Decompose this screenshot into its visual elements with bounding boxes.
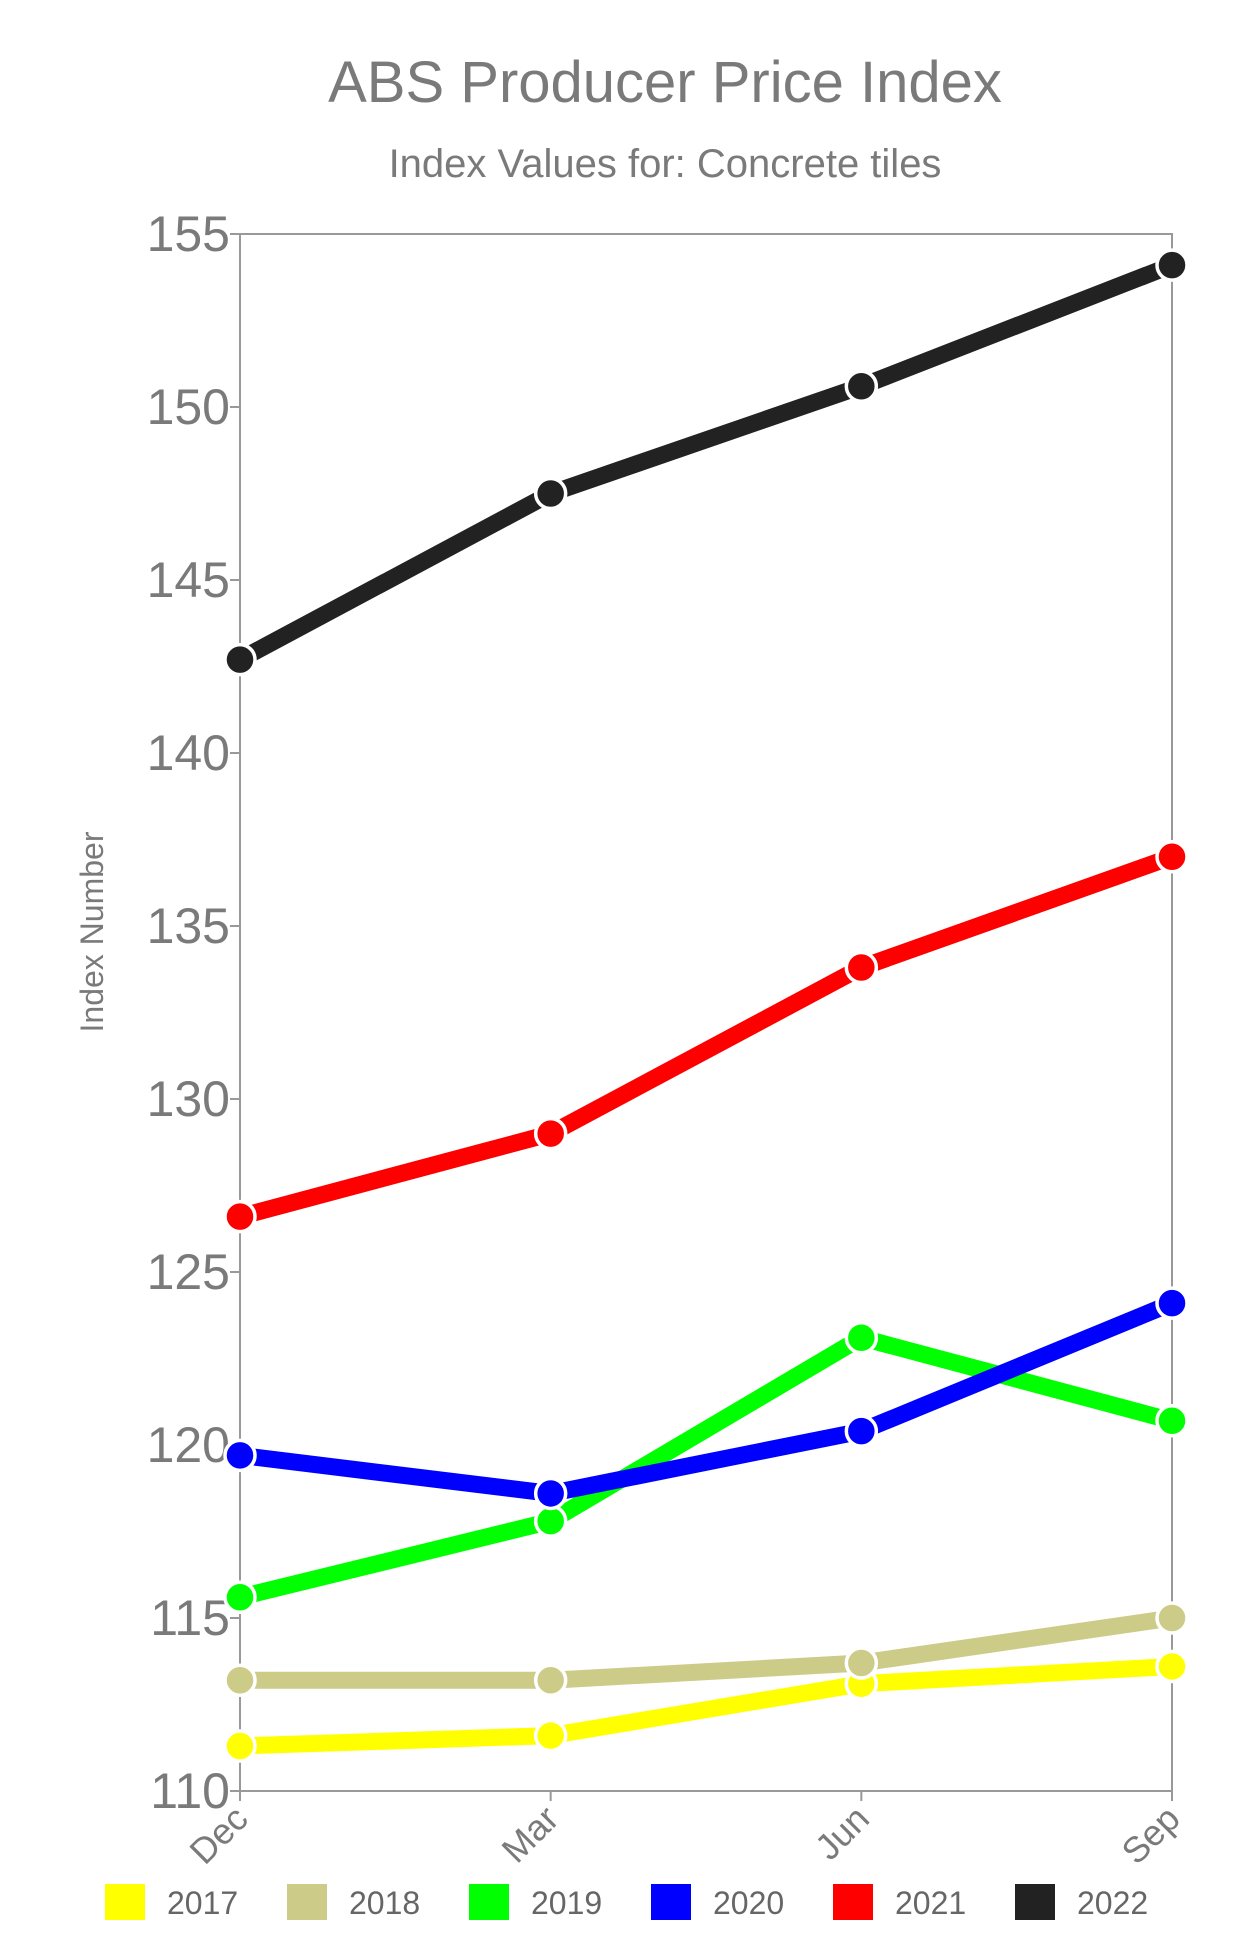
legend-swatch-2017 <box>105 1884 145 1920</box>
legend-label: 2017 <box>167 1885 238 1921</box>
data-point-2017[interactable] <box>223 1729 257 1763</box>
x-axis: Dec Mar Jun Sep <box>181 1791 1188 1872</box>
y-tick-label: 120 <box>147 1417 230 1473</box>
series-line-2018 <box>231 1609 1181 1689</box>
legend-label: 2021 <box>895 1885 966 1921</box>
plot-area-border <box>239 233 1173 1792</box>
data-point-2017[interactable] <box>533 1718 568 1753</box>
series-lines <box>231 256 1181 1755</box>
y-tick-label: 110 <box>150 1763 230 1819</box>
legend-swatch-2022 <box>1015 1884 1055 1920</box>
data-point-2022[interactable] <box>844 369 879 403</box>
data-point-2021[interactable] <box>1155 840 1189 874</box>
x-tick-label: Sep <box>1113 1798 1187 1872</box>
data-point-2018[interactable] <box>533 1663 568 1698</box>
data-point-2021[interactable] <box>533 1116 568 1151</box>
data-point-2017[interactable] <box>1155 1649 1189 1684</box>
chart-title: ABS Producer Price Index <box>328 50 1002 115</box>
legend-label: 2019 <box>531 1885 602 1921</box>
series-line-2021 <box>231 848 1181 1226</box>
series-line-2019 <box>231 1329 1181 1606</box>
legend-swatch-2020 <box>651 1884 691 1920</box>
legend-swatch-2019 <box>469 1884 509 1920</box>
data-point-2021[interactable] <box>223 1199 257 1234</box>
data-point-2020[interactable] <box>844 1414 879 1448</box>
data-point-2019[interactable] <box>1155 1404 1189 1438</box>
data-point-2019[interactable] <box>223 1580 257 1614</box>
y-tick-label: 140 <box>147 725 230 781</box>
data-point-2018[interactable] <box>1155 1601 1189 1635</box>
x-tick-label: Jun <box>807 1798 877 1868</box>
legend-label: 2018 <box>349 1885 420 1921</box>
data-point-2022[interactable] <box>1155 248 1189 282</box>
legend-label: 2020 <box>713 1885 784 1921</box>
data-point-2020[interactable] <box>223 1438 257 1473</box>
data-point-2019[interactable] <box>533 1504 568 1538</box>
data-point-2020[interactable] <box>533 1476 568 1511</box>
legend: 2017 2018 2019 2020 2021 2022 <box>105 1884 1148 1921</box>
y-tick-label: 125 <box>147 1244 230 1300</box>
series-points <box>223 248 1189 1763</box>
data-point-2022[interactable] <box>223 642 257 677</box>
series-line-2017 <box>231 1657 1181 1755</box>
data-point-2022[interactable] <box>533 476 568 511</box>
data-point-2018[interactable] <box>844 1646 879 1680</box>
data-point-2019[interactable] <box>844 1320 879 1355</box>
y-tick-label: 145 <box>147 552 230 608</box>
legend-swatch-2021 <box>833 1884 873 1920</box>
legend-label: 2022 <box>1077 1885 1148 1921</box>
y-axis-label: Index Number <box>74 831 110 1032</box>
data-point-2021[interactable] <box>844 950 879 985</box>
y-tick-label: 130 <box>147 1071 230 1127</box>
y-tick-label: 135 <box>147 898 230 954</box>
x-tick-label: Mar <box>493 1798 566 1871</box>
series-line-2020 <box>231 1294 1181 1502</box>
data-point-2020[interactable] <box>1155 1286 1189 1320</box>
data-point-2018[interactable] <box>223 1663 257 1698</box>
y-tick-label: 115 <box>150 1590 230 1646</box>
y-tick-label: 150 <box>147 379 230 435</box>
y-axis: 110 115 120 125 130 135 140 145 150 155 <box>147 206 240 1819</box>
legend-swatch-2018 <box>287 1884 327 1920</box>
chart-subtitle: Index Values for: Concrete tiles <box>389 142 942 186</box>
series-line-2022 <box>231 256 1181 669</box>
y-tick-label: 155 <box>147 206 230 262</box>
